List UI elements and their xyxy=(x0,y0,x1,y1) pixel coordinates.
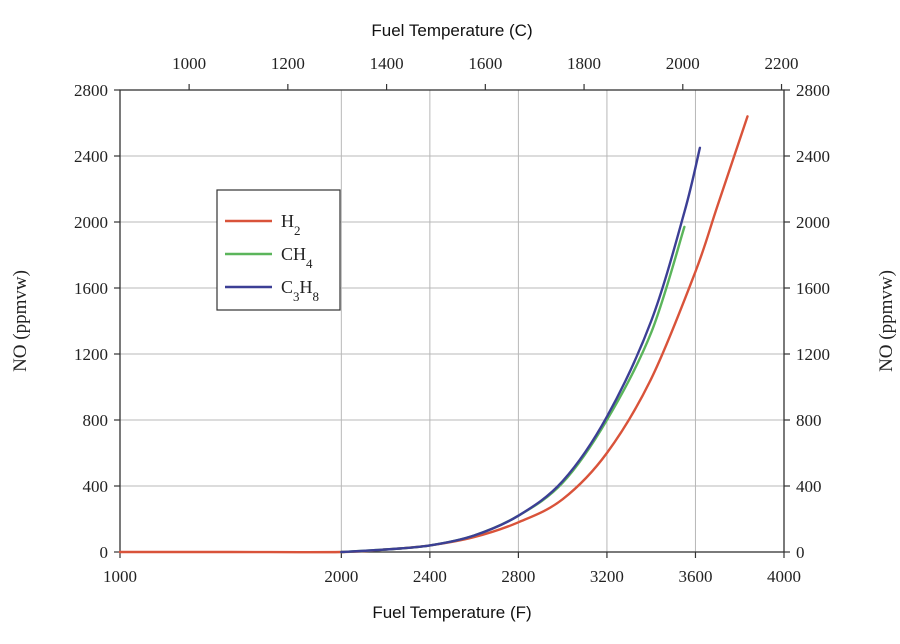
legend-label-ch4: CH4 xyxy=(281,244,313,271)
x2-tick-label: 2000 xyxy=(666,54,700,73)
x-axis-label-top: Fuel Temperature (C) xyxy=(371,21,532,40)
y-tick-label-right: 400 xyxy=(796,477,822,496)
series-line-ch4 xyxy=(340,225,686,554)
y-tick-label-right: 1200 xyxy=(796,345,830,364)
tick-layer: 1000 2000 2400 2800 3200 3600 4000 0 0 400 400 800 8… xyxy=(74,54,830,586)
legend-items: H2 CH4 C3H8 xyxy=(225,211,319,304)
y-tick-label-right: 1600 xyxy=(796,279,830,298)
x2-tick-label: 1000 xyxy=(172,54,206,73)
y-tick-label-left: 800 xyxy=(83,411,109,430)
x-tick-label: 2400 xyxy=(413,567,447,586)
series-layer xyxy=(118,115,749,554)
legend-label-c3h8: C3H8 xyxy=(281,277,319,304)
legend-box xyxy=(216,189,341,311)
y-tick-label-left: 2800 xyxy=(74,81,108,100)
x2-tick-label: 1400 xyxy=(370,54,404,73)
y-tick-label-left: 1200 xyxy=(74,345,108,364)
x2-tick-label: 1800 xyxy=(567,54,601,73)
plot-frame xyxy=(119,89,785,553)
series-line-h2 xyxy=(118,115,749,554)
y-axis-label-right: NO (ppmvw) xyxy=(876,270,897,372)
legend: H2 CH4 C3H8 xyxy=(216,189,341,311)
x-axis-label-bottom: Fuel Temperature (F) xyxy=(372,603,531,622)
x2-tick-label: 2200 xyxy=(765,54,799,73)
grid-layer xyxy=(120,90,784,552)
legend-label-h2: H2 xyxy=(281,211,301,238)
y-tick-label-right: 0 xyxy=(796,543,805,562)
y-tick-label-left: 0 xyxy=(100,543,109,562)
y-tick-label-left: 400 xyxy=(83,477,109,496)
y-tick-label-right: 2800 xyxy=(796,81,830,100)
y-tick-label-left: 2000 xyxy=(74,213,108,232)
y-tick-label-right: 2000 xyxy=(796,213,830,232)
x-tick-label: 2800 xyxy=(501,567,535,586)
x-tick-label: 3200 xyxy=(590,567,624,586)
x-tick-label: 3600 xyxy=(678,567,712,586)
y-tick-label-right: 800 xyxy=(796,411,822,430)
y-tick-label-left: 2400 xyxy=(74,147,108,166)
x-tick-label: 1000 xyxy=(103,567,137,586)
x2-tick-label: 1600 xyxy=(468,54,502,73)
y-axis-label-left: NO (ppmvw) xyxy=(10,270,31,372)
x-tick-label: 2000 xyxy=(324,567,358,586)
y-tick-label-right: 2400 xyxy=(796,147,830,166)
y-tick-label-left: 1600 xyxy=(74,279,108,298)
x2-tick-label: 1200 xyxy=(271,54,305,73)
x-tick-label: 4000 xyxy=(767,567,801,586)
series-line-c3h8 xyxy=(340,146,702,554)
